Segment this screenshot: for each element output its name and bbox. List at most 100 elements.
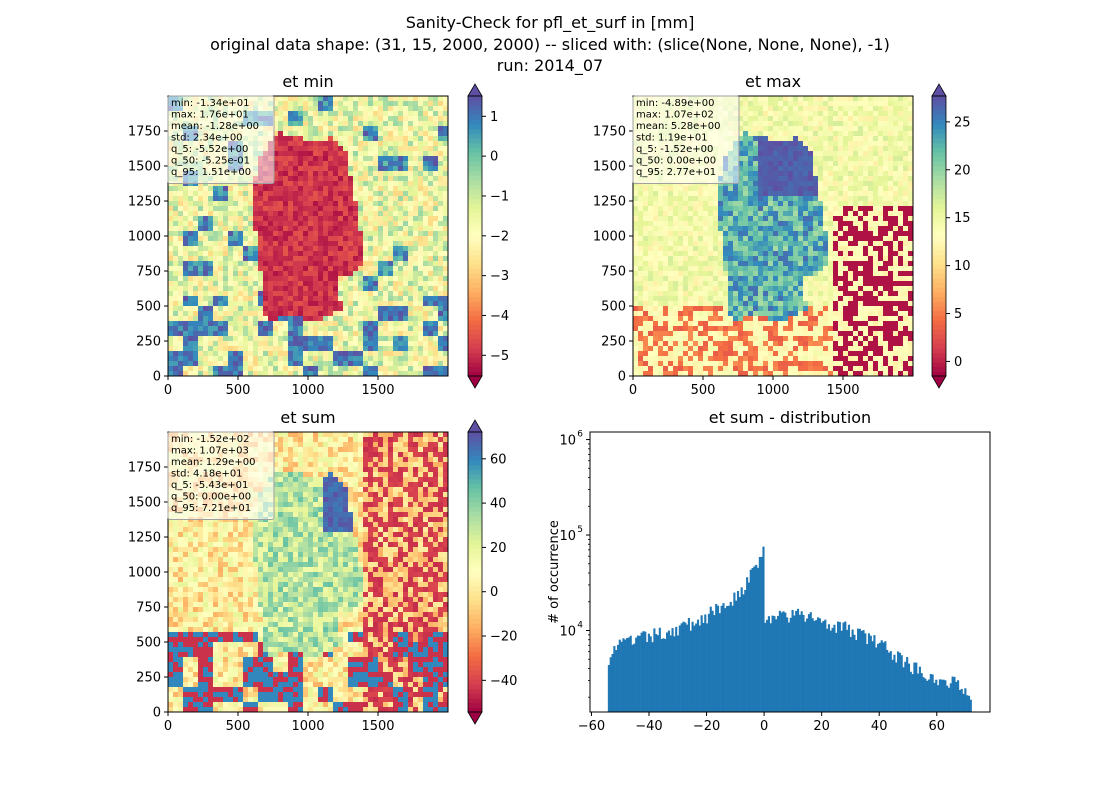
heatmap-cell [243, 366, 249, 372]
heatmap-cell [858, 161, 864, 167]
heatmap-cell [873, 101, 879, 107]
heatmap-cell [403, 311, 409, 317]
heatmap-cell [203, 286, 209, 292]
heatmap-cell [323, 116, 329, 122]
heatmap-cell [218, 356, 224, 362]
heatmap-cell [373, 296, 379, 302]
heatmap-cell [378, 231, 384, 237]
colorbar-tick-label: 1 [490, 110, 498, 125]
heatmap-cell [428, 221, 434, 227]
heatmap-cell [288, 251, 294, 257]
heatmap-cell [343, 211, 349, 217]
heatmap-cell [208, 301, 214, 307]
heatmap-cell [363, 101, 369, 107]
heatmap-cell [813, 121, 819, 127]
heatmap-cell [328, 236, 334, 242]
heatmap-cell [893, 246, 899, 252]
heatmap-cell [813, 171, 819, 177]
heatmap-cell [803, 156, 809, 162]
heatmap-cell [338, 326, 344, 332]
heatmap-cell [213, 261, 219, 267]
colorbar-segment [468, 217, 482, 223]
heatmap-cell [398, 116, 404, 122]
heatmap-cell [718, 226, 724, 232]
heatmap-cell [353, 151, 359, 157]
heatmap-cell [343, 101, 349, 107]
heatmap-cell [873, 131, 879, 137]
heatmap-cell [343, 371, 349, 377]
heatmap-cell [398, 176, 404, 182]
heatmap-cell [818, 161, 824, 167]
heatmap-cell [338, 301, 344, 307]
heatmap-cell [788, 211, 794, 217]
colorbar-segment [468, 212, 482, 218]
heatmap-cell [403, 141, 409, 147]
heatmap-cell [273, 276, 279, 282]
heatmap-cell [383, 101, 389, 107]
heatmap-cell [178, 316, 184, 322]
heatmap-cell [413, 321, 419, 327]
heatmap-cell [338, 291, 344, 297]
heatmap-cell [353, 171, 359, 177]
heatmap-cell [403, 321, 409, 327]
heatmap-cell [673, 196, 679, 202]
heatmap-cell [208, 226, 214, 232]
heatmap-cell [798, 161, 804, 167]
heatmap-cell [748, 156, 754, 162]
heatmap-cell [208, 371, 214, 377]
heatmap-cell [208, 291, 214, 297]
heatmap-cell [373, 186, 379, 192]
heatmap-cell [333, 181, 339, 187]
heatmap-cell [858, 236, 864, 242]
heatmap-cell [388, 146, 394, 152]
heatmap-cell [318, 356, 324, 362]
heatmap-cell [843, 226, 849, 232]
heatmap-cell [803, 126, 809, 132]
heatmap-cell [788, 96, 794, 102]
heatmap-cell [783, 191, 789, 197]
heatmap-cell [828, 96, 834, 102]
heatmap-cell [443, 106, 449, 112]
heatmap-cell [413, 206, 419, 212]
heatmap-cell [808, 211, 814, 217]
heatmap-cell [863, 101, 869, 107]
heatmap-cell [398, 291, 404, 297]
heatmap-cell [393, 176, 399, 182]
heatmap-cell [353, 296, 359, 302]
heatmap-cell [273, 186, 279, 192]
colorbar-segment [468, 324, 482, 330]
heatmap-cell [788, 126, 794, 132]
heatmap-cell [268, 291, 274, 297]
heatmap-cell [363, 96, 369, 102]
heatmap-cell [258, 191, 264, 197]
heatmap-cell [428, 211, 434, 217]
heatmap-cell [808, 201, 814, 207]
heatmap-cell [258, 331, 264, 337]
heatmap-cell [408, 176, 414, 182]
heatmap-cell [183, 196, 189, 202]
heatmap-cell [813, 146, 819, 152]
heatmap-cell [303, 361, 309, 367]
heatmap-cell [903, 206, 909, 212]
heatmap-cell [753, 161, 759, 167]
y-tick-label: 1250 [128, 195, 161, 210]
heatmap-cell [853, 106, 859, 112]
heatmap-cell [753, 211, 759, 217]
heatmap-cell [298, 271, 304, 277]
heatmap-cell [863, 221, 869, 227]
heatmap-cell [833, 201, 839, 207]
heatmap-cell [188, 196, 194, 202]
heatmap-cell [898, 231, 904, 237]
heatmap-cell [783, 171, 789, 177]
heatmap-cell [183, 221, 189, 227]
heatmap-cell [433, 106, 439, 112]
heatmap-cell [298, 266, 304, 272]
heatmap-cell [838, 186, 844, 192]
heatmap-cell [313, 196, 319, 202]
colorbar-segment [468, 301, 482, 307]
heatmap-cell [203, 366, 209, 372]
heatmap-cell [303, 191, 309, 197]
heatmap-cell [178, 331, 184, 337]
heatmap-cell [313, 241, 319, 247]
heatmap-cell [213, 321, 219, 327]
